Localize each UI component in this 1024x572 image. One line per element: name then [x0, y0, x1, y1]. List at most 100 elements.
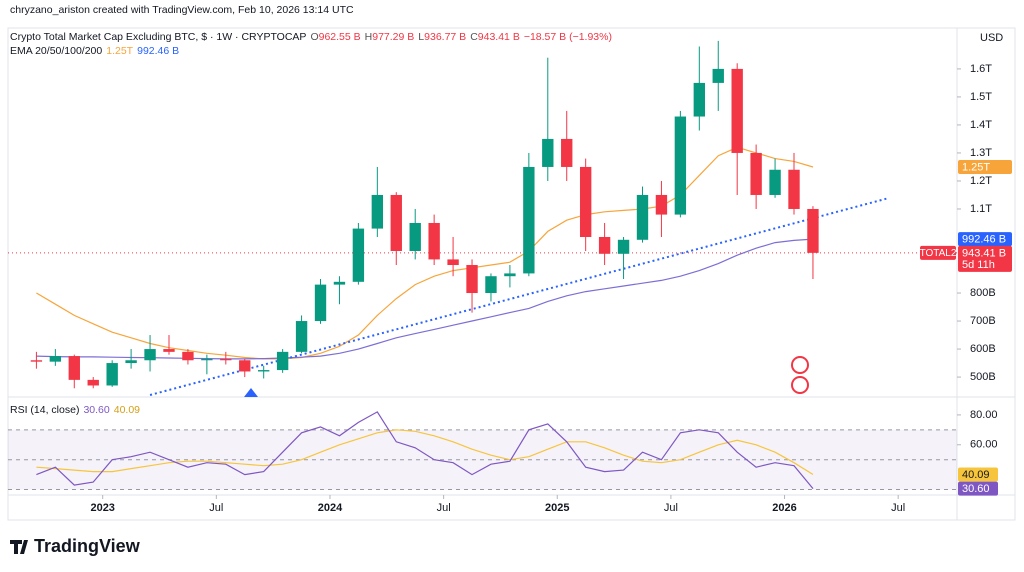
- rsi-marker: [958, 467, 998, 482]
- candle-body: [49, 356, 62, 362]
- x-tick-label: Jul: [891, 502, 905, 514]
- trendline: [149, 197, 889, 396]
- event-icon[interactable]: [791, 376, 809, 394]
- candle-body: [485, 276, 497, 294]
- candle-body: [182, 351, 194, 361]
- countdown: 5d 11h: [962, 259, 995, 271]
- x-tick-label: 2024: [318, 502, 343, 514]
- brand-logo: [10, 540, 28, 554]
- rsi-ma-line: [36, 429, 814, 476]
- candle-body: [561, 138, 573, 167]
- rsi-line: [36, 411, 814, 489]
- candle-body: [258, 370, 270, 372]
- symbol-box: [920, 245, 956, 260]
- candle-body: [674, 116, 687, 215]
- ema-value: 1.25T: [106, 45, 134, 57]
- rsi-legend: RSI (14, close) 30.60 40.09: [10, 404, 144, 416]
- rsi-name: RSI (14, close): [10, 404, 80, 416]
- x-tick-label: Jul: [209, 502, 223, 514]
- x-tick-label: Jul: [437, 502, 451, 514]
- ema-value: 992.46 B: [137, 45, 180, 57]
- ohlc-key: H: [364, 31, 373, 43]
- symbol-label: TOTAL2: [920, 248, 957, 259]
- symbol-title: Crypto Total Market Cap Excluding BTC, $…: [10, 31, 307, 43]
- candle-body: [447, 259, 459, 266]
- y-tick-label: 1.2T: [970, 175, 992, 187]
- rsi-value: 30.60: [83, 404, 110, 416]
- change: −18.57 B (−1.93%): [523, 31, 612, 43]
- ohlc-value: 977.29 B: [372, 31, 415, 43]
- candle-body: [788, 169, 800, 209]
- y-tick-label: 1.1T: [970, 203, 992, 215]
- y-tick-label: 800B: [970, 287, 996, 299]
- candle-body: [220, 358, 232, 361]
- frame: [7, 27, 1016, 521]
- event-icon[interactable]: [791, 356, 809, 374]
- price-marker-label: 1.25T: [962, 161, 990, 173]
- last-price-label: 943.41 B: [962, 247, 1006, 259]
- price-marker: [958, 232, 1012, 247]
- x-tick-label: 2025: [545, 502, 569, 514]
- rsi-y-tick-label: 60.00: [970, 439, 998, 451]
- candle-body: [769, 169, 781, 195]
- rsi-marker-label: 30.60: [962, 483, 990, 495]
- y-tick-label: 1.3T: [970, 147, 992, 159]
- candle-body: [655, 194, 668, 215]
- brand: TradingView: [34, 536, 141, 556]
- candle-body: [542, 138, 554, 167]
- y-tick-label: 1.4T: [970, 119, 992, 131]
- currency: USD: [980, 32, 1003, 44]
- candle-body: [693, 82, 705, 117]
- x-tick-label: 2023: [90, 502, 114, 514]
- candle-body: [731, 68, 743, 153]
- rsi-y-tick-label: 80.00: [970, 409, 998, 421]
- ohlc-value: 936.77 B: [424, 31, 467, 43]
- x-tick-label: Jul: [664, 502, 678, 514]
- ohlc-value: 962.55 B: [318, 31, 361, 43]
- ohlc-key: O: [310, 31, 319, 43]
- candle-body: [807, 208, 819, 253]
- credit: chryzano_ariston created with TradingVie…: [10, 4, 354, 16]
- candle-body: [276, 351, 289, 371]
- candle-body: [201, 358, 213, 361]
- candle-body: [314, 284, 327, 322]
- candle-body: [579, 166, 592, 237]
- y-tick-label: 700B: [970, 315, 996, 327]
- candle-body: [712, 68, 724, 83]
- y-tick-label: 1.6T: [970, 63, 992, 75]
- candle-body: [106, 363, 118, 386]
- candle-body: [636, 194, 649, 240]
- candle-body: [68, 356, 80, 380]
- ohlc-key: C: [470, 31, 478, 43]
- candle-body: [30, 360, 43, 362]
- price-marker: [958, 159, 1012, 174]
- ohlc-value: 943.41 B: [477, 31, 520, 43]
- ohlc-key: L: [418, 31, 425, 43]
- candle-body: [295, 321, 308, 352]
- legend-row: Crypto Total Market Cap Excluding BTC, $…: [10, 31, 616, 43]
- candle-body: [504, 273, 516, 277]
- signal-triangle: [244, 388, 258, 397]
- candle-body: [239, 360, 251, 372]
- y-tick-label: 600B: [970, 343, 996, 355]
- candle-body: [523, 166, 535, 274]
- candle-body: [125, 360, 137, 364]
- x-tick-label: 2026: [772, 502, 796, 514]
- y-tick-label: 1.5T: [970, 91, 992, 103]
- candle-body: [428, 222, 440, 260]
- price-marker-label: 992.46 B: [962, 234, 1006, 246]
- candle-body: [390, 194, 402, 252]
- rsi-marker-label: 40.09: [962, 469, 990, 481]
- ema-line: [36, 238, 814, 360]
- candle-body: [409, 222, 421, 252]
- y-tick-label: 500B: [970, 371, 996, 383]
- candle-body: [371, 194, 384, 229]
- candle-body: [144, 349, 156, 361]
- rsi-ma-value: 40.09: [113, 404, 141, 416]
- rsi-marker: [958, 481, 998, 496]
- candle-body: [333, 281, 346, 285]
- candle-body: [617, 239, 630, 254]
- candle-body: [352, 228, 365, 282]
